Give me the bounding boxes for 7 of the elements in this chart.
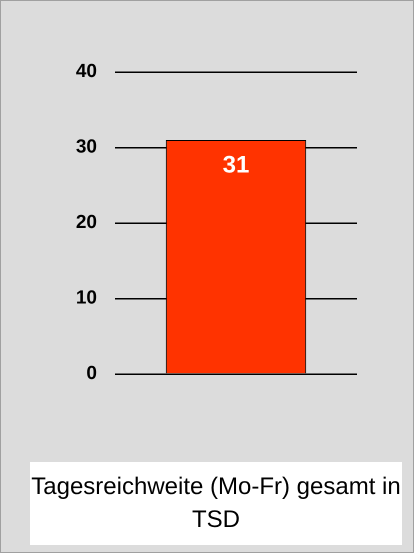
y-tick-label: 40 [76,61,97,82]
y-tick-label: 10 [76,288,97,309]
y-tick-label: 30 [76,136,97,158]
x-axis-title: Tagesreichweite (Mo-Fr) gesamt in TSD [30,462,402,545]
y-tick-label: 20 [76,212,97,234]
y-tick-label: 0 [86,363,97,384]
data-label: 31 [222,152,250,179]
